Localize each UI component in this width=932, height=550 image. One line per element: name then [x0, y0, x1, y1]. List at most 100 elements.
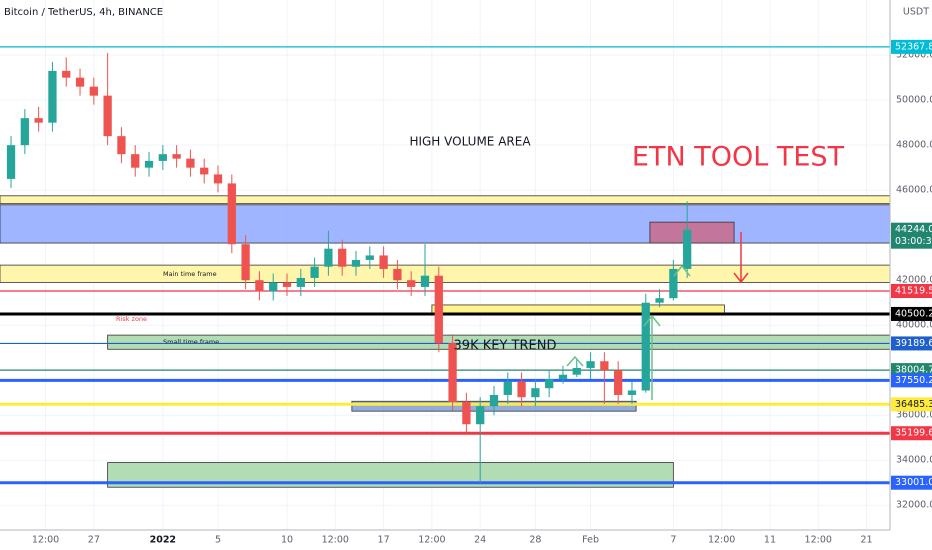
- candle-body: [75, 77, 85, 87]
- candle-body: [558, 374, 568, 380]
- x-tick-label: 11: [764, 535, 776, 546]
- candle-body: [213, 174, 223, 184]
- level-label: 52367.85: [895, 41, 932, 52]
- candle-body: [48, 70, 57, 123]
- x-tick-label: 27: [88, 535, 100, 546]
- axis-bg: [890, 0, 932, 550]
- level-label-bg: [891, 284, 932, 299]
- candle-body: [338, 248, 347, 267]
- level-label-bg: [891, 475, 932, 490]
- level-label-bg: [891, 306, 932, 321]
- candle-body: [241, 244, 250, 281]
- candles: [6, 52, 692, 483]
- y-tick-label: 34000.00: [896, 455, 932, 466]
- zones: Main time frame Small time frame: [0, 195, 891, 488]
- level-label: 38004.73: [895, 365, 932, 376]
- zone: [0, 195, 891, 205]
- candle-body: [186, 158, 195, 168]
- candle-body: [324, 248, 333, 267]
- y-tick-label: 32000.00: [896, 500, 932, 511]
- level-label-bg: [891, 397, 932, 412]
- candle-body: [462, 401, 471, 425]
- level-label: 37550.20: [895, 375, 932, 386]
- candle-body: [614, 370, 623, 395]
- levels: [0, 46, 890, 485]
- x-tick-label: 12:00: [322, 535, 349, 546]
- x-tick-label: 12:00: [805, 535, 832, 546]
- candle-body: [655, 298, 664, 303]
- y-tick-label: 40000.00: [896, 320, 932, 331]
- zone-label: Main time frame: [163, 270, 217, 278]
- level-label-bg: [891, 39, 932, 54]
- zone: [0, 204, 891, 244]
- candle-body: [20, 118, 29, 146]
- x-tick-label: 12:00: [32, 535, 59, 546]
- chart-title: Bitcoin / TetherUS, 4h, BINANCE: [4, 7, 163, 18]
- candle-body: [545, 379, 554, 389]
- last-price-bg: [891, 222, 932, 249]
- x-tick-label: Feb: [582, 535, 599, 546]
- annotation: Risk zone: [116, 315, 147, 323]
- axis-bg: [0, 530, 932, 550]
- level-label: 36485.36: [895, 399, 932, 410]
- candle-body: [227, 183, 236, 245]
- candle-body: [365, 255, 374, 260]
- x-tick-label: 21: [860, 535, 872, 546]
- candle-body: [131, 154, 140, 168]
- arrow-down: [733, 232, 749, 284]
- x-tick-label: 24: [474, 535, 486, 546]
- candle-body: [572, 367, 581, 375]
- candle-body: [269, 282, 278, 292]
- x-tick-label: 10: [281, 535, 293, 546]
- level-label: 33001.04: [895, 477, 932, 488]
- candle-body: [407, 280, 416, 287]
- arrow-up: [673, 264, 691, 277]
- y-tick-label: 50000.00: [896, 95, 932, 106]
- x-tick-label: 2022: [150, 535, 176, 546]
- candle-body: [200, 167, 209, 175]
- level-label: 39189.68: [895, 338, 932, 349]
- candle-body: [379, 255, 388, 269]
- level-label: 40500.22: [895, 308, 932, 319]
- zone: [0, 264, 891, 283]
- last-price: 44244.09: [895, 224, 932, 235]
- arrow-up: [566, 355, 584, 367]
- candle-body: [6, 145, 16, 179]
- annotation: 39K KEY TREND: [454, 339, 557, 354]
- candle-body: [172, 154, 181, 159]
- currency: USDT: [903, 7, 929, 18]
- y-tick-label: 42000.00: [896, 275, 932, 286]
- candle-body: [117, 136, 126, 155]
- candle-body: [255, 280, 264, 292]
- candle-body: [586, 361, 595, 368]
- candle-body: [503, 381, 512, 395]
- candle-body: [310, 266, 319, 278]
- annotation: ETN TOOL TEST: [632, 142, 845, 173]
- candle-body: [448, 343, 457, 402]
- level-label-bg: [891, 336, 932, 351]
- candle-body: [683, 229, 692, 269]
- overlay: Bitcoin / TetherUS, 4h, BINANCE HIGH VOL…: [4, 7, 845, 400]
- y-tick-label: 36000.00: [896, 410, 932, 421]
- zone: [649, 221, 735, 244]
- candle-body: [641, 302, 650, 391]
- candle-body: [62, 70, 71, 78]
- arrows: [566, 232, 749, 400]
- candle-body: [434, 275, 443, 344]
- candle-body: [89, 86, 98, 96]
- candle-body: [420, 275, 430, 287]
- countdown: 03:00:36: [895, 236, 932, 247]
- level-label-bg: [891, 426, 932, 441]
- y-tick-label: 48000.00: [896, 140, 932, 151]
- candle-body: [627, 390, 637, 395]
- candle-body: [296, 277, 305, 287]
- x-tick-label: 7: [670, 535, 676, 546]
- candle-body: [103, 95, 112, 137]
- x-tick-label: 12:00: [708, 535, 735, 546]
- candle-body: [158, 154, 167, 161]
- candle-body: [282, 282, 292, 287]
- level-label-bg: [891, 373, 932, 388]
- candle-body: [531, 388, 540, 398]
- level-label: 41519.53: [895, 286, 932, 297]
